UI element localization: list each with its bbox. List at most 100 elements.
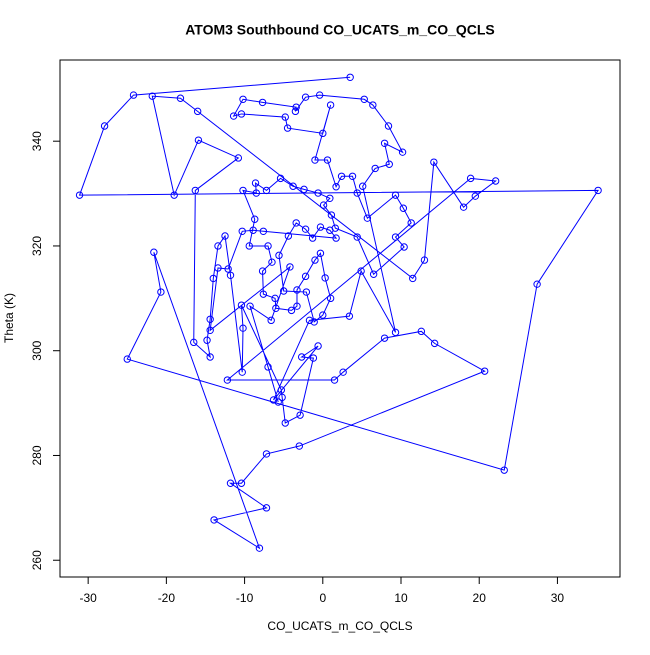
data-point [358, 182, 367, 190]
data-point [308, 234, 317, 242]
data-point [384, 122, 393, 130]
data-point [229, 112, 238, 120]
data-point [237, 110, 246, 118]
data-point [471, 192, 480, 200]
data-point [409, 274, 417, 283]
data-point [319, 201, 328, 209]
data-point [206, 326, 214, 334]
data-point [353, 189, 361, 197]
data-point [269, 396, 278, 404]
data-point [284, 232, 293, 240]
data-point [311, 156, 319, 164]
data-point [251, 179, 260, 187]
data-point [398, 148, 407, 156]
data-point [275, 251, 283, 260]
data-point [123, 355, 131, 363]
data-point [176, 94, 185, 102]
data-point [326, 226, 334, 234]
x-tick-label: -20 [158, 591, 176, 605]
data-point [259, 227, 268, 235]
data-point [357, 267, 365, 275]
data-point [407, 219, 415, 227]
data-point [272, 304, 280, 312]
data-point [332, 234, 340, 242]
y-tick-label: 260 [30, 550, 44, 570]
data-point [239, 186, 247, 195]
data-point [430, 158, 438, 166]
data-point [314, 189, 322, 197]
data-point [234, 154, 243, 162]
data-point [594, 186, 602, 195]
data-point [430, 339, 439, 348]
data-point [330, 376, 339, 384]
data-point [459, 203, 468, 211]
data-point [363, 214, 372, 222]
data-point [190, 338, 198, 347]
data-point [301, 225, 310, 233]
x-tick-label: -10 [236, 591, 254, 605]
data-point [380, 139, 389, 147]
data-point [420, 256, 429, 264]
data-point [295, 442, 304, 450]
data-point [194, 136, 203, 144]
x-axis-label: CO_UCATS_m_CO_QCLS [267, 619, 412, 633]
data-point [391, 233, 400, 241]
data-point [480, 367, 489, 375]
data-point [210, 516, 218, 524]
x-tick-label: 20 [473, 591, 487, 605]
data-point [293, 286, 301, 294]
data-point [170, 191, 178, 199]
data-point [291, 107, 300, 116]
x-tick-label: 0 [319, 591, 326, 605]
data-point [314, 342, 322, 350]
data-point [400, 243, 408, 251]
data-point [316, 223, 325, 231]
data-point [319, 129, 327, 138]
data-point [310, 318, 318, 326]
data-point [252, 189, 261, 197]
data-point [327, 211, 336, 219]
data-point [369, 270, 378, 278]
data-point [300, 185, 308, 194]
data-point [301, 93, 310, 101]
data-point [262, 504, 271, 512]
data-point [276, 174, 285, 183]
data-point [337, 172, 346, 180]
data-point [148, 92, 156, 100]
data-point [268, 258, 276, 266]
data-point [129, 91, 138, 99]
data-point [316, 249, 325, 257]
data-point [209, 274, 217, 283]
data-point [262, 450, 271, 458]
data-point [277, 386, 286, 394]
data-point [271, 294, 279, 303]
data-point [237, 479, 246, 487]
data-point [224, 265, 232, 273]
data-point [301, 272, 310, 281]
data-point [380, 334, 389, 342]
data-point [255, 544, 264, 552]
data-point [246, 302, 254, 310]
data-point [321, 274, 329, 282]
data-point [319, 311, 327, 319]
data-point [305, 316, 314, 325]
data-point [239, 324, 247, 332]
data-point [348, 172, 357, 180]
data-point [226, 479, 235, 487]
data-point [279, 287, 288, 295]
data-point [466, 174, 475, 183]
data-point [417, 327, 426, 336]
data-point [193, 107, 202, 116]
data-point [399, 204, 408, 212]
data-point [274, 398, 282, 406]
data-point [238, 227, 246, 235]
data-point [191, 186, 200, 195]
data-point [315, 91, 324, 99]
data-point [326, 294, 335, 303]
chart-title: ATOM3 Southbound CO_UCATS_m_CO_QCLS [185, 22, 495, 38]
x-tick-label: 10 [394, 591, 408, 605]
y-axis-label: Theta (K) [2, 293, 16, 343]
data-point [249, 226, 257, 234]
data-point [297, 353, 306, 361]
y-tick-label: 340 [30, 131, 44, 151]
